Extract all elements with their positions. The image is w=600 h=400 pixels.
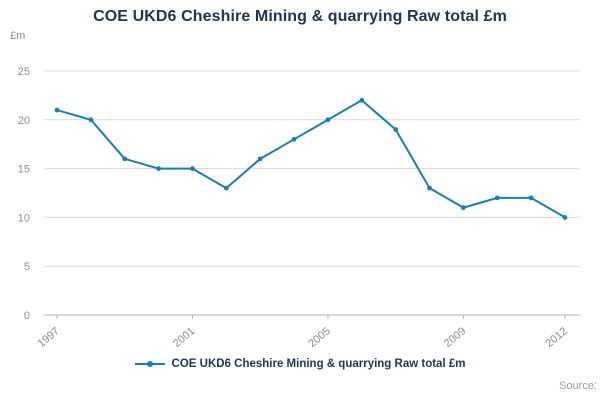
legend: COE UKD6 Cheshire Mining & quarrying Raw… — [0, 358, 600, 370]
svg-text:0: 0 — [24, 310, 30, 322]
svg-text:2009: 2009 — [442, 325, 468, 347]
legend-label: COE UKD6 Cheshire Mining & quarrying Raw… — [171, 358, 466, 370]
legend-line-marker-icon — [134, 361, 165, 367]
svg-text:25: 25 — [18, 66, 30, 78]
svg-text:10: 10 — [18, 212, 30, 224]
line-chart: 0 5 10 15 20 25 1997 2001 2005 2009 2012 — [18, 66, 580, 347]
svg-text:2012: 2012 — [543, 325, 569, 347]
svg-text:5: 5 — [24, 261, 30, 273]
svg-text:1997: 1997 — [35, 325, 61, 347]
chart-title: COE UKD6 Cheshire Mining & quarrying Raw… — [93, 8, 507, 25]
svg-text:2005: 2005 — [306, 325, 332, 347]
svg-text:2001: 2001 — [171, 325, 197, 347]
svg-text:20: 20 — [18, 115, 30, 127]
svg-text:15: 15 — [18, 164, 30, 176]
source-label: Source: — [559, 380, 597, 392]
y-axis-unit-label: £m — [10, 30, 26, 42]
